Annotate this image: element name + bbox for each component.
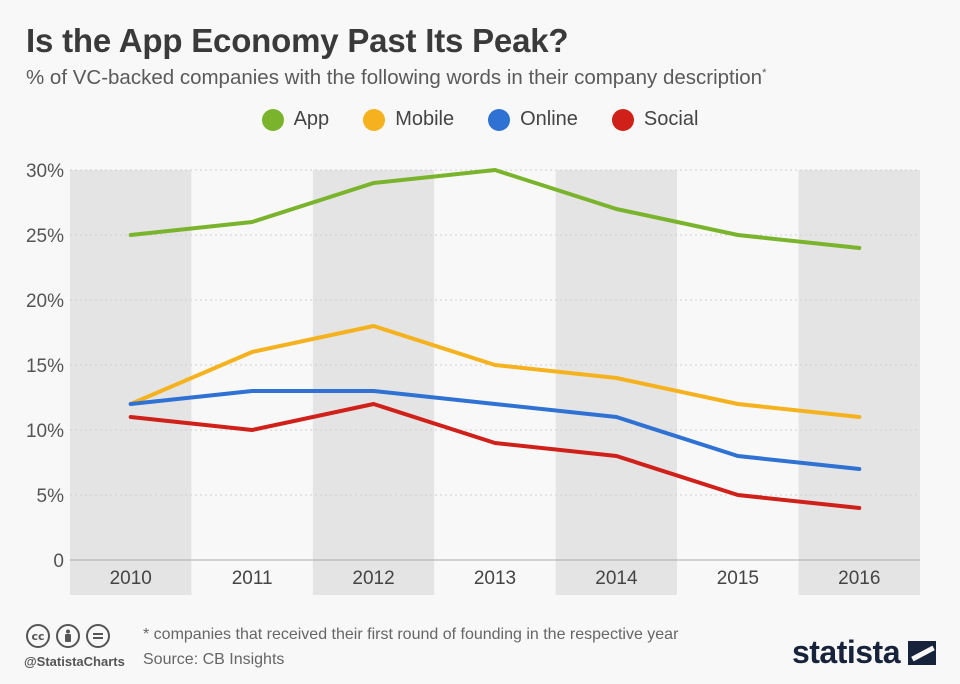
series-line-social: [128, 402, 862, 510]
x-tick-label: 2013: [474, 568, 516, 589]
attribution-icon: [56, 624, 80, 648]
line-chart: 0 5% 10% 15% 20% 25% 30% 2010 2011 2012 2013 2014 20…: [26, 161, 920, 595]
y-tick-label: 0: [53, 551, 64, 572]
statista-logo[interactable]: statista: [792, 634, 936, 671]
social-handle[interactable]: @StatistaCharts: [24, 654, 125, 669]
statista-logo-icon: [908, 640, 936, 665]
legend-swatch-social: [611, 108, 634, 131]
x-tick-label: 2015: [717, 568, 759, 589]
column-band-2014: [555, 170, 678, 595]
legend-item-mobile: Mobile: [363, 108, 454, 131]
chart-subtitle: % of VC-backed companies with the follow…: [26, 66, 767, 89]
brand-name: statista: [791, 634, 901, 670]
license-icons: cc: [26, 624, 110, 648]
legend-swatch-online: [488, 108, 511, 131]
legend-label-app: App: [293, 108, 330, 130]
y-tick-label: 10%: [26, 421, 64, 442]
x-tick-label: 2011: [232, 568, 273, 589]
legend-item-social: Social: [611, 108, 699, 131]
column-band-2011: [191, 170, 313, 595]
x-tick-label: 2010: [110, 568, 152, 589]
y-tick-label: 30%: [26, 161, 64, 182]
chart-title: Is the App Economy Past Its Peak?: [26, 22, 569, 59]
column-band-2010: [70, 170, 192, 595]
x-tick-label: 2016: [838, 568, 880, 589]
legend-label-online: Online: [520, 108, 578, 130]
legend-label-social: Social: [643, 108, 699, 130]
legend-label-mobile: Mobile: [395, 108, 455, 130]
y-tick-label: 5%: [37, 486, 65, 507]
no-derivatives-icon: [86, 624, 110, 648]
y-tick-label: 25%: [26, 226, 64, 247]
legend-item-online: Online: [488, 108, 578, 131]
series-line-app: [128, 168, 862, 250]
series-line-mobile: [128, 324, 862, 419]
legend-swatch-app: [261, 108, 284, 131]
source-note: Source: CB Insights: [143, 651, 285, 668]
legend-item-app: App: [261, 108, 330, 131]
x-tick-label: 2014: [595, 568, 638, 589]
legend-swatch-mobile: [363, 108, 386, 131]
column-band-2012: [312, 170, 435, 595]
column-band-2016: [798, 170, 920, 595]
footnote: * companies that received their first ro…: [143, 626, 679, 643]
legend: App Mobile Online Social: [0, 108, 960, 131]
y-tick-label: 20%: [26, 291, 64, 312]
cc-icon: cc: [26, 624, 50, 648]
series-line-online: [128, 389, 862, 471]
column-band-2013: [434, 170, 556, 595]
x-tick-label: 2012: [352, 568, 394, 589]
y-tick-label: 15%: [26, 356, 64, 377]
